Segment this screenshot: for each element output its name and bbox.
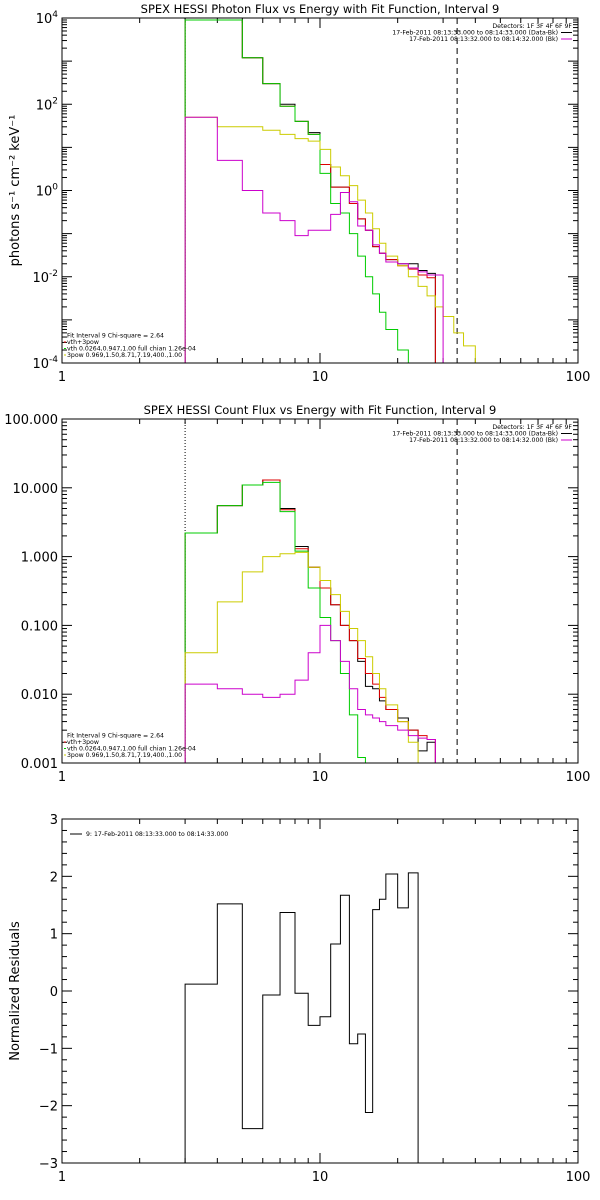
plot-frame — [61, 17, 579, 364]
series-3-step-line — [184, 551, 428, 763]
legend-entry: 17-Feb-2011 08:13:32.000 to 08:14:32.000… — [409, 437, 558, 444]
y-tick-label: 3 — [50, 813, 58, 828]
y-axis-label: photons s⁻¹ cm⁻² keV⁻¹ — [8, 115, 23, 267]
y-tick-label: 100.000 — [4, 413, 58, 428]
legend-entry: vth 0.0264,0.947,1.00 full chian 1.26e-0… — [67, 346, 196, 353]
y-axis-ticks — [62, 818, 578, 1164]
x-tick-label: 100 — [566, 770, 591, 785]
x-tick-label: 10 — [312, 370, 329, 385]
y-tick-label: 0 — [50, 985, 58, 1000]
series-2-step-line — [184, 481, 366, 763]
x-tick-label: 10 — [312, 1170, 329, 1185]
legend-entry: 3pow 0.969,1.50,8.71,7.19,400.,1.00 — [67, 352, 182, 359]
plot-frame — [61, 418, 579, 764]
x-tick-label: 100 — [566, 1170, 591, 1185]
plot-area — [184, 18, 487, 363]
y-tick-label: −1 — [39, 1042, 58, 1057]
y-tick-label: −3 — [39, 1157, 58, 1172]
x-axis-ticks — [61, 819, 579, 1163]
series-0-step-line — [184, 19, 436, 363]
y-tick-label: 1 — [50, 928, 58, 943]
legend-entry: 17-Feb-2011 08:13:33.000 to 08:14:33.000… — [392, 431, 558, 438]
y-tick-label: 104 — [36, 10, 59, 27]
x-tick-label: 1 — [58, 770, 66, 785]
y-tick-label: 0.100 — [21, 619, 58, 634]
x-tick-label: 100 — [566, 370, 591, 385]
series-0-step-line — [184, 872, 419, 1163]
y-tick-label: 0.010 — [21, 688, 58, 703]
legend-entry: 17-Feb-2011 08:13:32.000 to 08:14:32.000… — [409, 36, 558, 43]
legend-entry: 9: 17-Feb-2011 08:13:33.000 to 08:14:33.… — [86, 831, 228, 838]
x-tick-label: 1 — [58, 1170, 66, 1185]
legend-bottom-left: Fit Interval 9 Chi-square = 2.64vth+3pow… — [64, 333, 196, 359]
y-tick-label: 0.001 — [21, 757, 58, 772]
plot-frame — [61, 818, 579, 1164]
x-tick-label: 1 — [58, 370, 66, 385]
x-tick-label: 10 — [312, 770, 329, 785]
y-tick-label: 2 — [50, 870, 58, 885]
y-tick-label: −2 — [39, 1100, 58, 1115]
legend-top-left: 9: 17-Feb-2011 08:13:33.000 to 08:14:33.… — [70, 831, 228, 838]
series-4-step-line — [184, 116, 444, 363]
chart-title: SPEX HESSI Photon Flux vs Energy with Fi… — [141, 2, 500, 16]
residuals-panel: Normalized Residuals 1 10 100 −3 −2 −1 0 1 2 3 9: 1… — [8, 813, 591, 1185]
x-axis-ticks — [61, 18, 579, 363]
legend-entry: 17-Feb-2011 08:13:33.000 to 08:14:33.000… — [392, 30, 558, 37]
y-tick-label: 10-2 — [32, 269, 58, 286]
legend-entry: Detectors: 1F 3F 4F 6F 9F — [492, 23, 572, 30]
legend-entry: 3pow 0.969,1.50,8.71,7.19,400.,1.00 — [67, 752, 182, 759]
chart-title: SPEX HESSI Count Flux vs Energy with Fit… — [144, 403, 497, 417]
y-tick-label: 102 — [36, 96, 58, 113]
series-2-step-line — [184, 19, 409, 363]
count-flux-panel: SPEX HESSI Count Flux vs Energy with Fit… — [4, 403, 591, 785]
legend-entry: Fit Interval 9 Chi-square = 2.64 — [67, 733, 164, 740]
y-axis-ticks — [62, 418, 578, 764]
series-1-step-line — [184, 19, 436, 363]
legend-bottom-left: Fit Interval 9 Chi-square = 2.64vth+3pow… — [64, 733, 196, 759]
legend-entry: vth+3pow — [67, 339, 99, 346]
series-3-step-line — [184, 116, 487, 363]
y-tick-label: 1.000 — [21, 551, 58, 566]
plot-area — [184, 419, 458, 763]
plot-area — [184, 872, 419, 1163]
y-tick-label: 100 — [36, 183, 59, 200]
photon-flux-panel: SPEX HESSI Photon Flux vs Energy with Fi… — [8, 2, 591, 385]
legend-entry: Fit Interval 9 Chi-square = 2.64 — [67, 333, 164, 340]
legend-entry: vth+3pow — [67, 739, 99, 746]
y-axis-label: Normalized Residuals — [8, 921, 23, 1061]
legend-entry: vth 0.0264,0.947,1.00 full chian 1.26e-0… — [67, 746, 196, 753]
y-tick-label: 10.000 — [13, 482, 59, 497]
y-axis-ticks — [62, 17, 578, 364]
legend-entry: Detectors: 1F 3F 4F 6F 9F — [492, 424, 572, 431]
series-4-step-line — [184, 624, 436, 763]
y-tick-label: 10-4 — [32, 355, 58, 372]
